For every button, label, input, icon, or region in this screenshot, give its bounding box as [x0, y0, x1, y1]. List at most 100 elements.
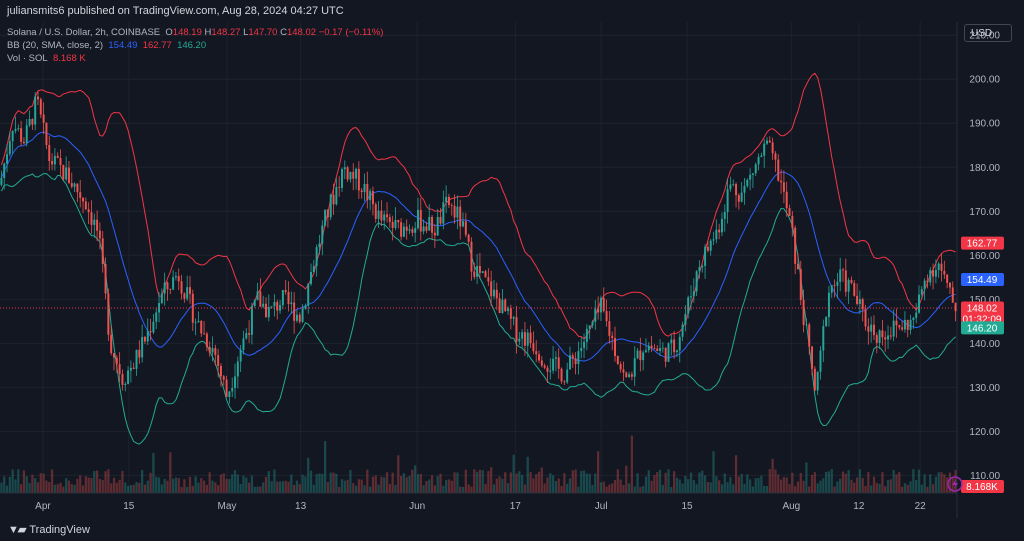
candle-body — [830, 285, 833, 293]
volume-bar — [428, 479, 431, 493]
candle-body — [881, 330, 884, 338]
legend-symbol-row[interactable]: Solana / U.S. Dollar, 2h, COINBASE O148.… — [7, 26, 383, 39]
bb-lower-value: 146.20 — [177, 40, 207, 51]
candle-body — [332, 194, 335, 205]
candle-body — [22, 141, 25, 144]
volume-bar — [380, 476, 383, 493]
volume-bar — [535, 474, 538, 493]
volume-bar — [653, 474, 656, 493]
candle-body — [250, 305, 253, 335]
volume-bar — [36, 482, 40, 493]
volume-bar — [132, 484, 135, 493]
volume-bar — [436, 476, 439, 493]
candle-body — [706, 246, 709, 251]
volume-bar — [912, 469, 915, 493]
volume-bar — [822, 478, 825, 493]
volume-bar — [346, 479, 349, 493]
footer-bar — [0, 518, 1024, 541]
candle-body — [8, 141, 11, 155]
volume-bar — [568, 478, 572, 493]
volume-bar — [416, 474, 420, 493]
volume-bar — [605, 486, 608, 493]
volume-bar — [813, 472, 816, 493]
candle-body — [265, 303, 267, 318]
candle-body — [183, 293, 186, 299]
candle-body — [115, 357, 118, 365]
candle-body — [104, 263, 107, 294]
candle-body — [690, 296, 692, 298]
candle-body — [490, 281, 493, 297]
volume-bar — [656, 471, 659, 493]
candle-body — [298, 314, 301, 322]
volume-bar — [768, 469, 771, 493]
volume-bar — [408, 475, 411, 493]
candle-body — [875, 335, 878, 343]
candle-body — [543, 365, 546, 368]
x-tick-label: Apr — [35, 501, 51, 512]
volume-bar — [751, 486, 755, 493]
volume-bar — [62, 486, 65, 493]
volume-bar — [625, 465, 628, 493]
volume-bar — [281, 481, 285, 493]
candle-body — [701, 265, 704, 268]
volume-bar — [903, 483, 907, 493]
volume-bar — [611, 483, 614, 493]
volume-bar — [295, 480, 299, 493]
candle-body — [118, 364, 121, 375]
volume-bar — [808, 486, 811, 493]
candle-body — [169, 289, 172, 290]
volume-bar — [53, 484, 57, 493]
volume-bar — [453, 472, 456, 493]
volume-bar — [774, 469, 777, 493]
candle-body — [270, 306, 273, 308]
volume-bar — [777, 474, 780, 493]
legend-bb-row[interactable]: BB (20, SMA, close, 2) 154.49 162.77 146… — [7, 39, 383, 52]
tradingview-logo[interactable]: ▼▰ TradingView — [8, 523, 90, 537]
vol-value: 8.168 K — [52, 53, 86, 64]
volume-bar — [357, 479, 361, 493]
candle-body — [318, 243, 321, 248]
volume-bar — [200, 478, 203, 493]
candle-body — [630, 374, 633, 377]
candle-body — [574, 358, 577, 365]
low-label: L — [243, 27, 249, 38]
volume-bar — [349, 469, 352, 493]
candle-body — [757, 157, 760, 165]
volume-bar — [585, 473, 588, 493]
volume-bar — [233, 470, 237, 493]
volume-bar — [501, 478, 504, 493]
candle-body — [923, 280, 926, 290]
candle-body — [723, 212, 726, 219]
x-tick-label: May — [218, 501, 237, 512]
volume-bar — [22, 470, 26, 493]
candle-body — [523, 332, 526, 346]
volume-bar — [875, 482, 878, 493]
volume-bar — [366, 469, 369, 493]
bb-upper-value: 162.77 — [142, 40, 172, 51]
x-tick-label: 17 — [510, 501, 522, 512]
candle-body — [28, 118, 31, 126]
candle-body — [557, 357, 560, 369]
volume-bar — [763, 485, 766, 493]
candle-body — [293, 302, 296, 321]
candle-body — [450, 204, 453, 206]
x-tick-label: Jun — [409, 501, 425, 512]
volume-bar — [369, 486, 372, 493]
candle-body — [73, 183, 76, 187]
volume-bar — [186, 486, 189, 493]
volume-bar — [951, 477, 954, 493]
volume-bar — [309, 470, 313, 493]
volume-bar — [90, 478, 93, 493]
candle-body — [878, 330, 881, 343]
volume-bar — [853, 482, 856, 493]
volume-bar — [937, 472, 940, 493]
candle-body — [310, 271, 313, 284]
volume-bar — [284, 480, 287, 493]
candle-body — [476, 266, 479, 277]
currency-selector[interactable]: USD — [964, 24, 1012, 42]
candle-body — [113, 353, 115, 358]
legend-vol-row[interactable]: Vol · SOL 8.168 K — [7, 52, 383, 65]
candle-body — [518, 338, 521, 342]
candle-body — [819, 350, 822, 372]
